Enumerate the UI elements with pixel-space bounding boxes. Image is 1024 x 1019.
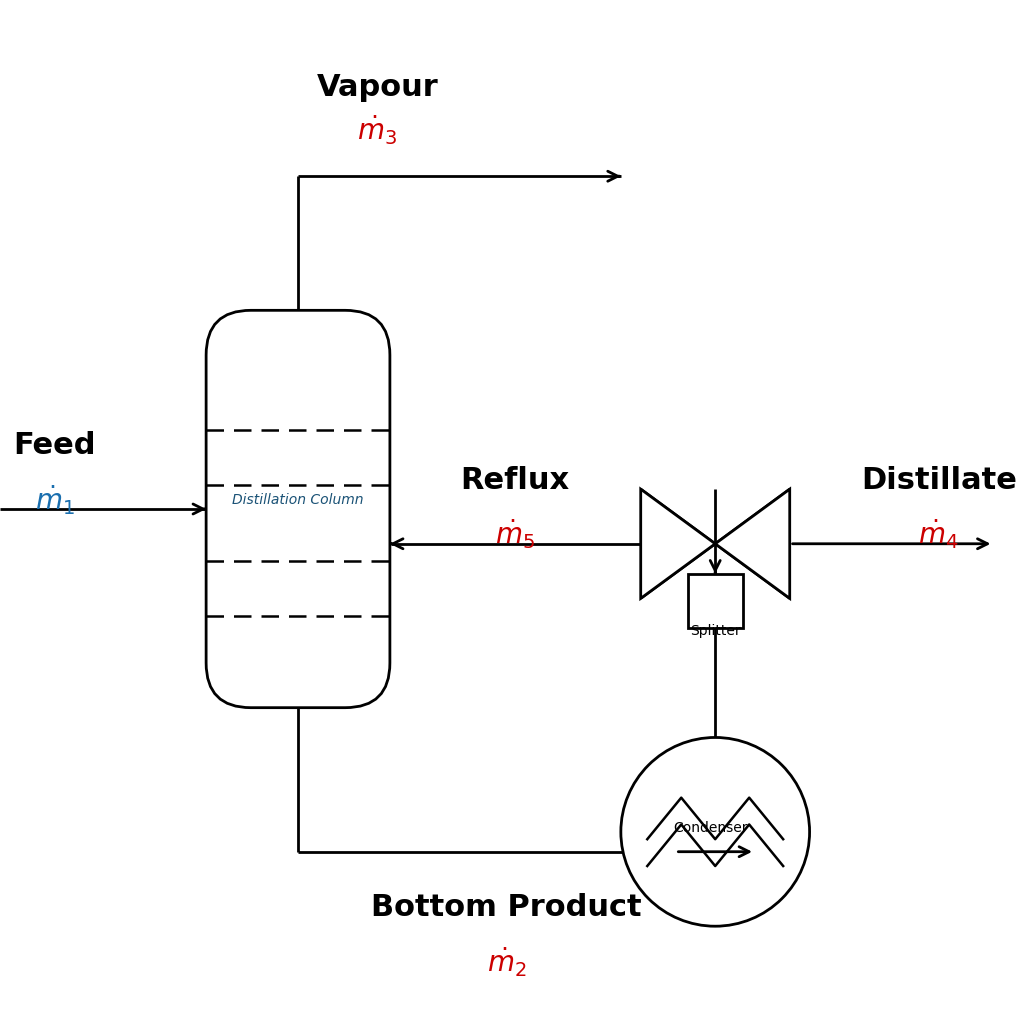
Text: Splitter: Splitter — [690, 624, 740, 638]
Polygon shape — [641, 490, 715, 599]
Text: $\dot{m}_3$: $\dot{m}_3$ — [357, 114, 397, 147]
Text: Feed: Feed — [13, 430, 96, 460]
Text: $\dot{m}_4$: $\dot{m}_4$ — [919, 518, 959, 551]
Text: Bottom Product: Bottom Product — [372, 892, 642, 921]
Text: $\dot{m}_1$: $\dot{m}_1$ — [35, 483, 75, 517]
Text: $\dot{m}_5$: $\dot{m}_5$ — [496, 518, 536, 551]
FancyBboxPatch shape — [206, 311, 390, 708]
Text: Vapour: Vapour — [316, 73, 438, 102]
Text: Condenser: Condenser — [673, 820, 748, 835]
Text: $\dot{m}_2$: $\dot{m}_2$ — [486, 945, 526, 977]
Text: Distillation Column: Distillation Column — [232, 492, 364, 506]
Text: Reflux: Reflux — [461, 466, 570, 494]
Circle shape — [621, 738, 810, 926]
Polygon shape — [715, 490, 790, 599]
Text: Distillate: Distillate — [861, 466, 1017, 494]
Bar — [688, 574, 742, 629]
